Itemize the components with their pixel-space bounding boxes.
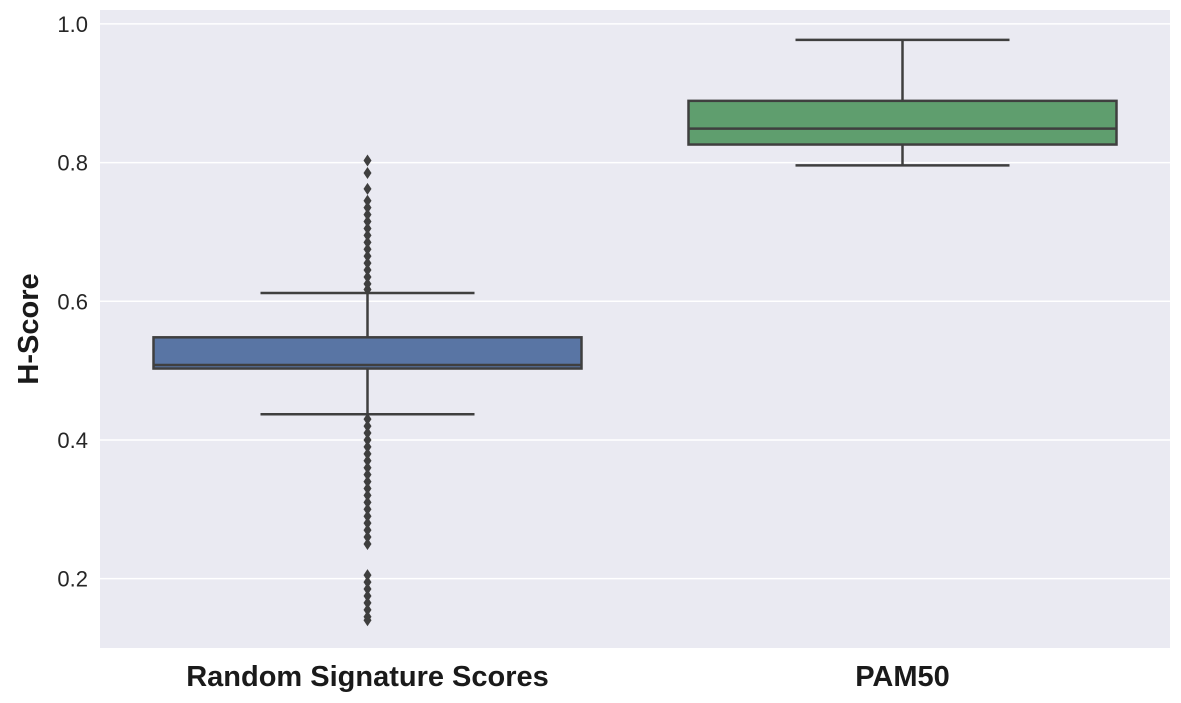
outlier-point: [363, 257, 372, 270]
outlier-point: [363, 182, 372, 195]
box-group: [687, 38, 1118, 167]
outlier-point: [363, 496, 372, 509]
outlier-point: [363, 215, 372, 228]
outlier-point: [363, 524, 372, 537]
outlier-point: [363, 589, 372, 602]
outlier-point: [363, 264, 372, 277]
category-labels: Random Signature Scores PAM50: [186, 661, 950, 693]
outlier-point: [363, 531, 372, 544]
outlier-point: [363, 277, 372, 290]
outlier-point: [363, 208, 372, 221]
box-iqr: [687, 99, 1118, 146]
outlier-point: [363, 537, 372, 550]
outlier-point: [363, 194, 372, 207]
x-category-label: PAM50: [855, 661, 950, 693]
outlier-point: [363, 596, 372, 609]
y-tick-label: 0.2: [57, 567, 88, 592]
outlier-point: [363, 201, 372, 214]
outlier-point: [363, 236, 372, 249]
y-tick-label: 1.0: [57, 12, 88, 37]
outlier-point: [363, 427, 372, 440]
x-category-label: Random Signature Scores: [186, 661, 549, 693]
outlier-point: [363, 166, 372, 179]
outlier-point: [363, 482, 372, 495]
outlier-point: [363, 468, 372, 481]
outlier-point: [363, 447, 372, 460]
outlier-point: [363, 154, 372, 167]
outlier-point: [363, 503, 372, 516]
outlier-point: [363, 454, 372, 467]
outlier-point: [363, 243, 372, 256]
outlier-point: [363, 569, 372, 582]
outlier-point: [363, 475, 372, 488]
outlier-point: [363, 229, 372, 242]
outlier-point: [363, 420, 372, 433]
outlier-point: [363, 433, 372, 446]
outlier-point: [363, 489, 372, 502]
y-tick-labels: 0.2 0.4 0.6 0.8 1.0: [57, 12, 88, 592]
box-series: [152, 38, 1118, 627]
outlier-point: [363, 222, 372, 235]
grid-lines: [100, 23, 1170, 580]
outlier-point: [363, 576, 372, 589]
box-iqr: [152, 336, 583, 370]
outlier-point: [363, 250, 372, 263]
outlier-point: [363, 603, 372, 616]
outlier-point: [363, 614, 372, 627]
outlier-point: [363, 583, 372, 596]
outlier-point: [363, 517, 372, 530]
y-tick-label: 0.6: [57, 289, 88, 314]
outlier-point: [363, 413, 372, 426]
box-group: [152, 154, 583, 627]
outlier-point: [363, 510, 372, 523]
outlier-point: [363, 440, 372, 453]
outlier-point: [363, 270, 372, 283]
y-tick-label: 0.4: [57, 428, 88, 453]
outlier-point: [363, 461, 372, 474]
y-tick-label: 0.8: [57, 151, 88, 176]
y-axis-label: H-Score: [13, 273, 45, 384]
